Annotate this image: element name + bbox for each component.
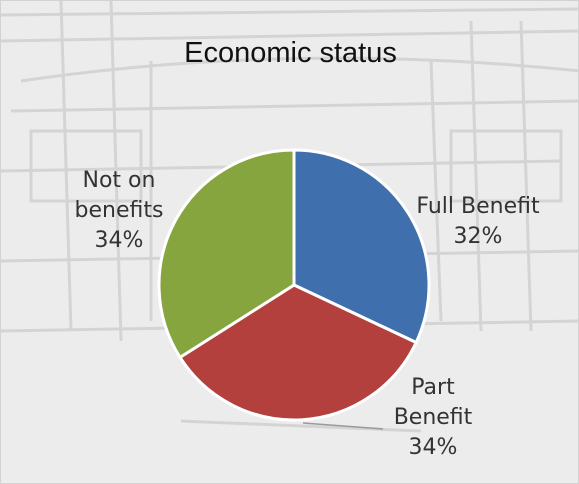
slice-label-line: 34% <box>95 228 144 253</box>
slice-label-line: 32% <box>454 224 503 249</box>
slice-label-part-benefit: Part Benefit 34% <box>394 375 473 460</box>
slice-label-line: Not on <box>83 168 156 193</box>
slice-label-line: 34% <box>409 435 458 460</box>
slice-label-not-on-benefits: Not on benefits 34% <box>75 168 164 253</box>
part-benefit-leader-line <box>302 422 384 430</box>
pie-slice-part-benefit <box>177 283 419 422</box>
slice-label-line: Benefit <box>394 405 473 430</box>
chart-title: Economic status <box>184 37 397 69</box>
slice-label-line: Full Benefit <box>416 194 540 219</box>
pie-slice-not-on-benefits <box>157 148 296 360</box>
pie-slice-full-benefit <box>292 148 431 345</box>
pie-slices <box>157 148 431 422</box>
slice-label-full-benefit: Full Benefit 32% <box>416 194 540 249</box>
pie-labels: Full Benefit 32% Part Benefit 34% Not on benef… <box>75 168 540 460</box>
slice-label-line: Part <box>411 375 455 400</box>
slice-label-line: benefits <box>75 198 164 223</box>
